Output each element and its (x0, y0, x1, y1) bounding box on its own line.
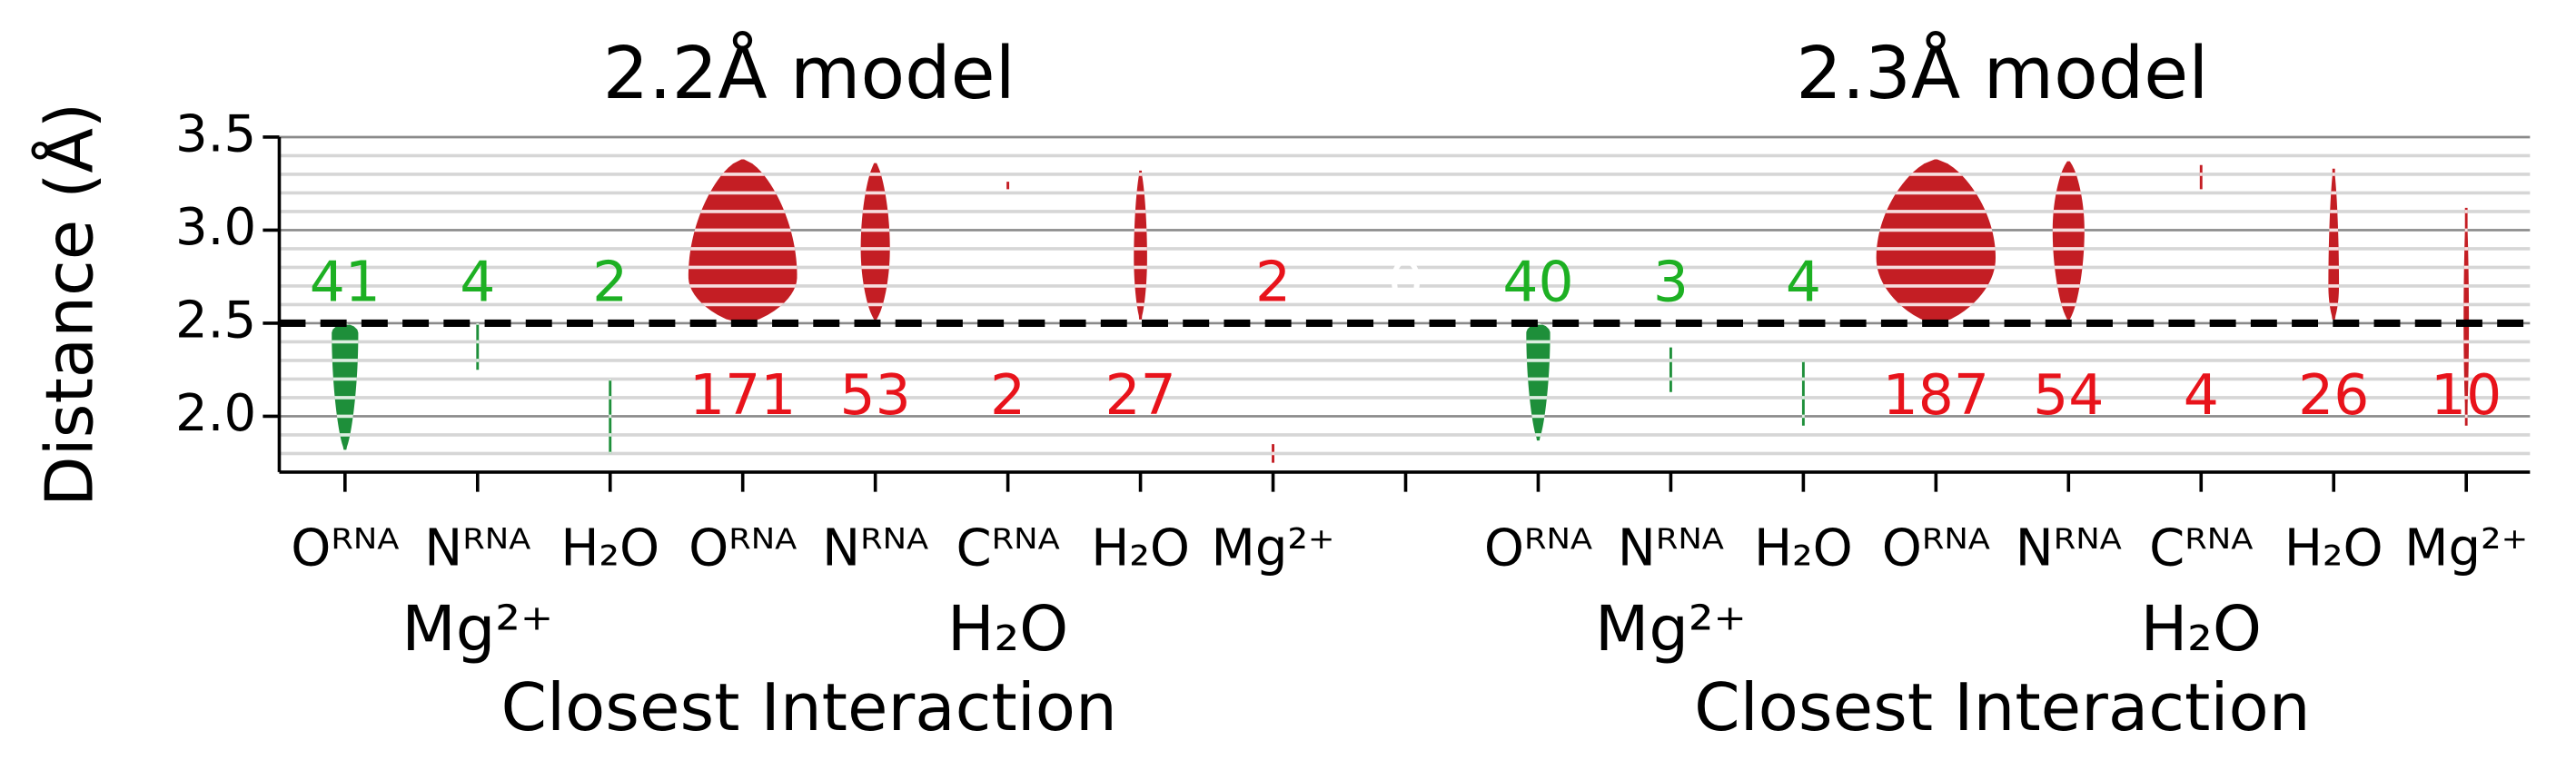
x-tick-label: Oᴿᴺᴬ (1882, 518, 1990, 578)
violin (476, 322, 480, 370)
x-tick-label: H₂O (1091, 518, 1190, 578)
x-tick-label: Oᴿᴺᴬ (1484, 518, 1592, 578)
x-tick-label: H₂O (560, 518, 659, 578)
violin (860, 163, 890, 320)
group-label: H₂O (2141, 593, 2262, 666)
violin (1006, 182, 1010, 190)
count-label: 2 (592, 249, 628, 314)
count-label: 2 (990, 362, 1025, 428)
violin (688, 159, 798, 323)
x-tick-label: Cᴿᴺᴬ (956, 518, 1060, 578)
violin (1876, 159, 1996, 323)
panel-title: 2.2Å model (603, 30, 1016, 115)
count-label: 3 (1653, 249, 1689, 314)
y-tick-label: 3.0 (175, 198, 256, 257)
x-tick-label: Oᴿᴺᴬ (689, 518, 797, 578)
violin (2052, 161, 2085, 320)
x-tick-label: H₂O (2284, 518, 2383, 578)
group-label: Mg²⁺ (1595, 593, 1747, 666)
panel-title: 2.3Å model (1796, 30, 2208, 115)
count-label: 171 (689, 362, 796, 428)
y-tick-label: 3.5 (175, 105, 256, 164)
x-tick-label: Nᴿᴺᴬ (2016, 518, 2122, 578)
x-tick-label: Nᴿᴺᴬ (1618, 518, 1724, 578)
violin (1526, 322, 1551, 441)
count-label: 54 (2033, 362, 2104, 428)
y-tick-label: 2.0 (175, 384, 256, 443)
count-label: 53 (840, 362, 911, 428)
x-tick-label: Nᴿᴺᴬ (822, 518, 928, 578)
count-label: 4 (2184, 362, 2219, 428)
violin (332, 322, 359, 450)
x-tick-label: H₂O (1754, 518, 1853, 578)
violin (1134, 170, 1147, 320)
count-label: 40 (1502, 249, 1573, 314)
y-axis-label: Distance (Å) (29, 103, 108, 507)
x-tick-label: Oᴿᴺᴬ (291, 518, 399, 578)
group-label: H₂O (947, 593, 1068, 666)
count-label: 26 (2298, 362, 2369, 428)
violin (2199, 164, 2203, 190)
x-tick-label: Nᴿᴺᴬ (424, 518, 530, 578)
x-tick-label: Mg²⁺ (2404, 518, 2528, 578)
violin (1669, 347, 1672, 392)
x-axis-label: Closest Interaction (1694, 670, 2310, 746)
count-label: 4 (1786, 249, 1821, 314)
count-label: 4 (460, 249, 495, 314)
x-tick-label: Mg²⁺ (1212, 518, 1335, 578)
count-label: 41 (310, 249, 381, 314)
count-label: 10 (2431, 362, 2502, 428)
violin (2463, 207, 2470, 426)
y-tick-label: 2.5 (175, 291, 256, 351)
count-label: 27 (1105, 362, 1175, 428)
x-tick-label: Cᴿᴺᴬ (2149, 518, 2253, 578)
violin (2328, 168, 2340, 320)
group-label: Mg²⁺ (401, 593, 553, 666)
x-axis-label: Closest Interaction (500, 670, 1116, 746)
count-label: 0 (1388, 249, 1423, 314)
count-label: 2 (1255, 249, 1291, 314)
violin (1801, 360, 1805, 426)
count-label: 187 (1883, 362, 1989, 428)
